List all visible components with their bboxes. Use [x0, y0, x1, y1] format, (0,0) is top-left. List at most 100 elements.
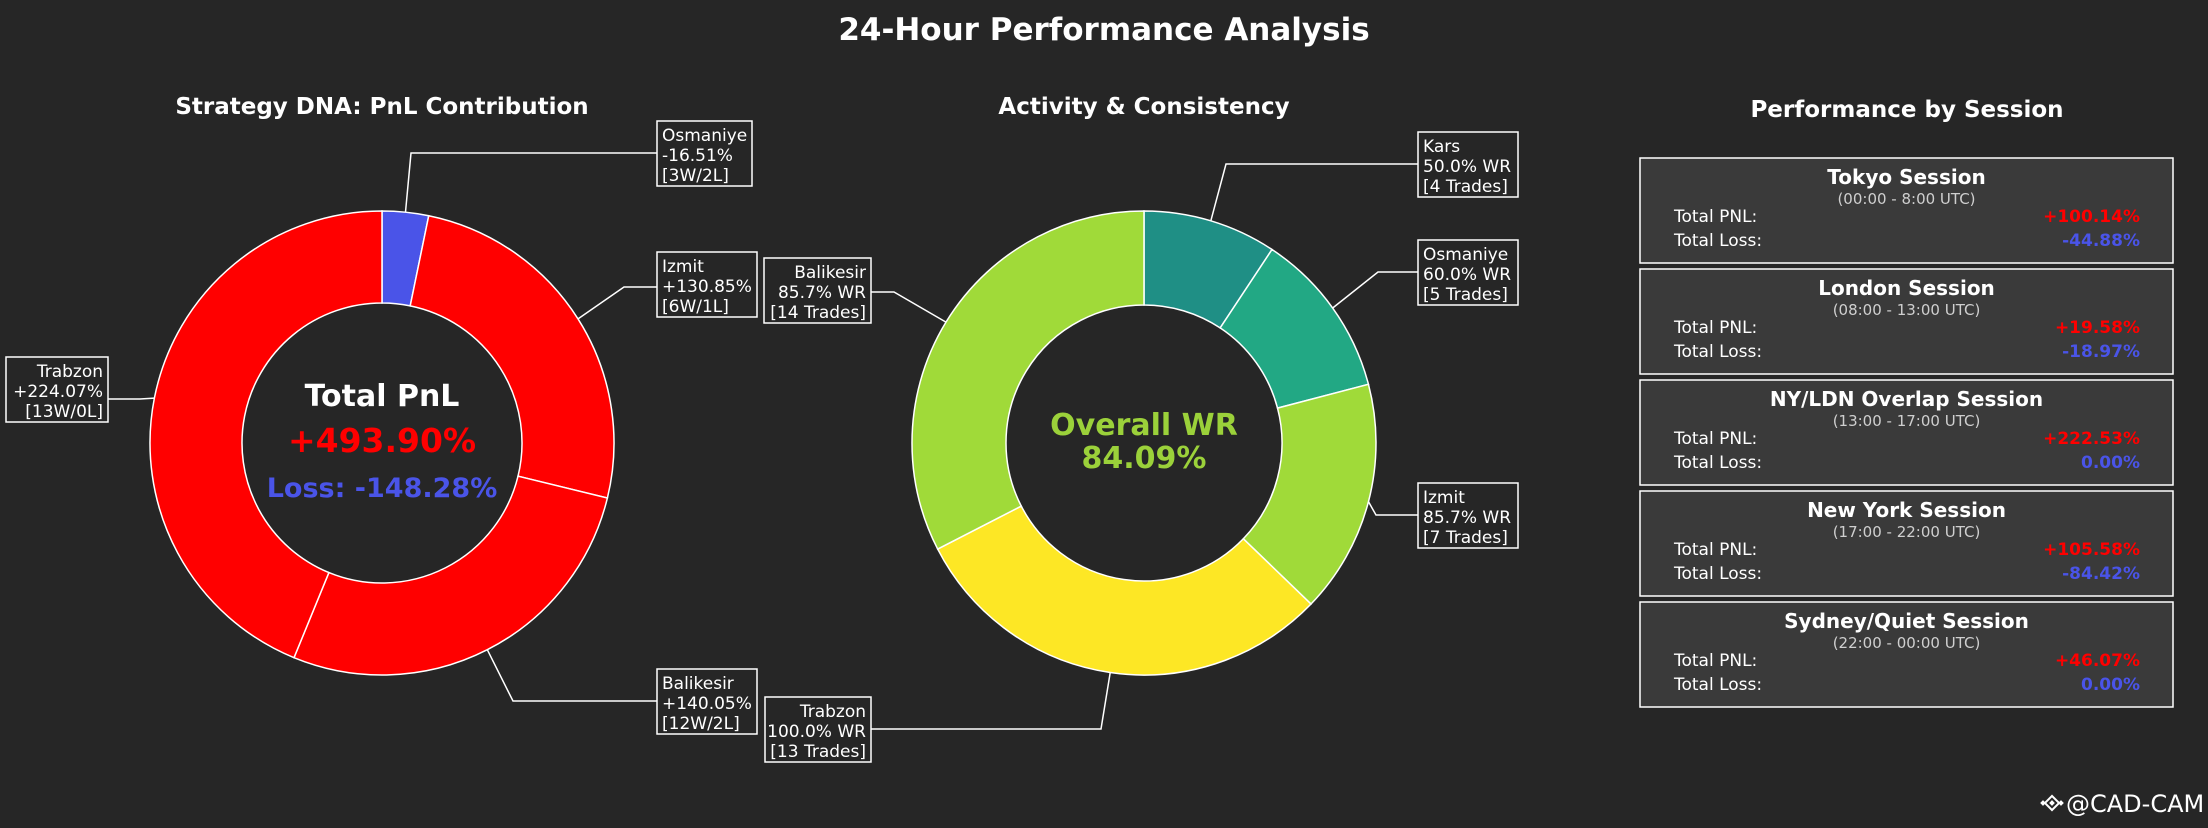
pnl-leader-line-balikesir: [486, 649, 657, 702]
pnl-donut-callouts: Osmaniye-16.51%[3W/2L] Izmit+130.85%[6W/1…: [5, 120, 758, 735]
pnl-slice-izmit: [409, 214, 615, 499]
session-pnl-value: +46.07%: [2055, 651, 2140, 671]
activity-label-box-osmaniye: [1417, 239, 1519, 306]
pnl-label-balikesir-line-3: [12W/2L]: [662, 714, 740, 734]
activity-label-kars-line-2: 50.0% WR: [1423, 157, 1511, 177]
session-name: Tokyo Session: [1827, 165, 1985, 189]
session-name: Sydney/Quiet Session: [1784, 609, 2029, 633]
session-loss-label: Total Loss:: [1673, 453, 1762, 473]
pnl-donut-slices: [149, 210, 615, 676]
session-loss-value: 0.00%: [2081, 675, 2140, 695]
activity-label-kars-line-1: Kars: [1423, 137, 1460, 157]
activity-label-osmaniye-line-3: [5 Trades]: [1423, 285, 1508, 305]
activity-label-osmaniye-line-2: 60.0% WR: [1423, 265, 1511, 285]
activity-leader-line-balikesir: [871, 291, 947, 323]
pnl-label-osmaniye-line-3: [3W/2L]: [662, 166, 729, 186]
wr-center-title: Overall WR: [1050, 408, 1238, 443]
session-time: (00:00 - 8:00 UTC): [1837, 190, 1975, 208]
session-box-ny-ldn-overlap-session: NY/LDN Overlap Session(13:00 - 17:00 UTC…: [1639, 379, 2174, 486]
pnl-leader-line-izmit: [577, 286, 657, 320]
activity-label-trabzon-line-1: Trabzon: [799, 702, 866, 722]
wr-center-value: 84.09%: [1082, 441, 1207, 476]
activity-leader-line-kars: [1210, 163, 1418, 222]
activity-slice-balikesir: [911, 210, 1145, 551]
pnl-label-balikesir-line-1: Balikesir: [662, 674, 734, 694]
activity-label-balikesir-line-1: Balikesir: [794, 263, 866, 283]
session-pnl-label: Total PNL:: [1673, 207, 1757, 227]
session-loss-label: Total Loss:: [1673, 342, 1762, 362]
activity-label-izmit-line-3: [7 Trades]: [1423, 528, 1508, 548]
session-name: London Session: [1818, 276, 1995, 300]
activity-label-box-kars: [1417, 131, 1519, 198]
session-box-sydney-quiet-session: Sydney/Quiet Session(22:00 - 00:00 UTC) T…: [1639, 601, 2174, 708]
pnl-center-title: Total PnL: [305, 379, 460, 414]
session-time: (13:00 - 17:00 UTC): [1833, 412, 1981, 430]
activity-label-box-balikesir: [763, 257, 872, 324]
activity-slice-trabzon: [936, 505, 1313, 676]
session-boxes: Tokyo Session(00:00 - 8:00 UTC) Total PNL…: [1639, 157, 2174, 708]
activity-label-trabzon-line-3: [13 Trades]: [770, 742, 866, 762]
pnl-label-trabzon-line-1: Trabzon: [36, 362, 103, 382]
pnl-label-balikesir-line-2: +140.05%: [662, 694, 752, 714]
pnl-label-trabzon-line-3: [13W/0L]: [25, 402, 103, 422]
pnl-label-izmit-line-1: Izmit: [662, 257, 704, 277]
session-box-new-york-session: New York Session(17:00 - 22:00 UTC) Total…: [1639, 490, 2174, 597]
session-name: NY/LDN Overlap Session: [1770, 387, 2043, 411]
session-box-frame: [1639, 490, 2174, 597]
session-box-frame: [1639, 157, 2174, 264]
activity-label-box-izmit: [1417, 482, 1519, 549]
session-pnl-label: Total PNL:: [1673, 651, 1757, 671]
pnl-label-box-trabzon: [5, 356, 109, 423]
session-time: (08:00 - 13:00 UTC): [1833, 301, 1981, 319]
activity-label-balikesir-line-3: [14 Trades]: [770, 303, 866, 323]
pnl-leader-line-trabzon: [108, 397, 155, 400]
pnl-donut-chart: Strategy DNA: PnL Contribution Osmaniye-…: [5, 94, 758, 735]
pnl-leader-line-osmaniye: [404, 152, 657, 213]
pnl-label-box-balikesir: [656, 668, 758, 735]
activity-chart-subtitle: Activity & Consistency: [998, 94, 1289, 120]
session-performance-table: Performance by Session Tokyo Session(00:…: [1639, 97, 2174, 708]
session-loss-label: Total Loss:: [1673, 675, 1762, 695]
activity-label-trabzon-line-2: 100.0% WR: [767, 722, 866, 742]
session-box-tokyo-session: Tokyo Session(00:00 - 8:00 UTC) Total PNL…: [1639, 157, 2174, 264]
session-box-london-session: London Session(08:00 - 13:00 UTC) Total P…: [1639, 268, 2174, 375]
session-pnl-label: Total PNL:: [1673, 429, 1757, 449]
pnl-label-izmit-line-3: [6W/1L]: [662, 297, 729, 317]
pnl-label-box-izmit: [656, 251, 758, 318]
pnl-chart-subtitle: Strategy DNA: PnL Contribution: [175, 94, 588, 120]
pnl-label-osmaniye-line-1: Osmaniye: [662, 126, 747, 146]
watermark: @CAD-CAM: [2040, 790, 2204, 818]
session-pnl-value: +105.58%: [2043, 540, 2140, 560]
session-pnl-value: +222.53%: [2043, 429, 2140, 449]
session-pnl-label: Total PNL:: [1673, 540, 1757, 560]
activity-donut-slices: [911, 210, 1377, 676]
activity-leader-line-trabzon: [871, 672, 1111, 730]
binance-diamond-icon: [2040, 794, 2064, 812]
pnl-center-value: +493.90%: [288, 421, 476, 460]
pnl-label-box-osmaniye: [656, 120, 753, 187]
pnl-center-loss: Loss: -148.28%: [267, 473, 498, 504]
session-box-frame: [1639, 379, 2174, 486]
session-box-frame: [1639, 268, 2174, 375]
session-loss-value: -44.88%: [2062, 231, 2140, 251]
activity-label-kars-line-3: [4 Trades]: [1423, 177, 1508, 197]
activity-label-balikesir-line-2: 85.7% WR: [778, 283, 866, 303]
activity-label-box-trabzon: [764, 696, 872, 763]
pnl-slice-trabzon: [149, 210, 383, 659]
activity-leader-line-osmaniye: [1332, 271, 1418, 309]
activity-leader-line-izmit: [1367, 501, 1418, 516]
activity-label-osmaniye-line-1: Osmaniye: [1423, 245, 1508, 265]
session-pnl-value: +100.14%: [2043, 207, 2140, 227]
session-loss-value: -84.42%: [2062, 564, 2140, 584]
pnl-label-osmaniye-line-2: -16.51%: [662, 146, 733, 166]
session-box-frame: [1639, 601, 2174, 708]
session-pnl-value: +19.58%: [2055, 318, 2140, 338]
session-loss-value: 0.00%: [2081, 453, 2140, 473]
watermark-text: @CAD-CAM: [2066, 790, 2204, 818]
session-time: (17:00 - 22:00 UTC): [1833, 523, 1981, 541]
session-loss-value: -18.97%: [2062, 342, 2140, 362]
session-pnl-label: Total PNL:: [1673, 318, 1757, 338]
activity-label-izmit-line-2: 85.7% WR: [1423, 508, 1511, 528]
